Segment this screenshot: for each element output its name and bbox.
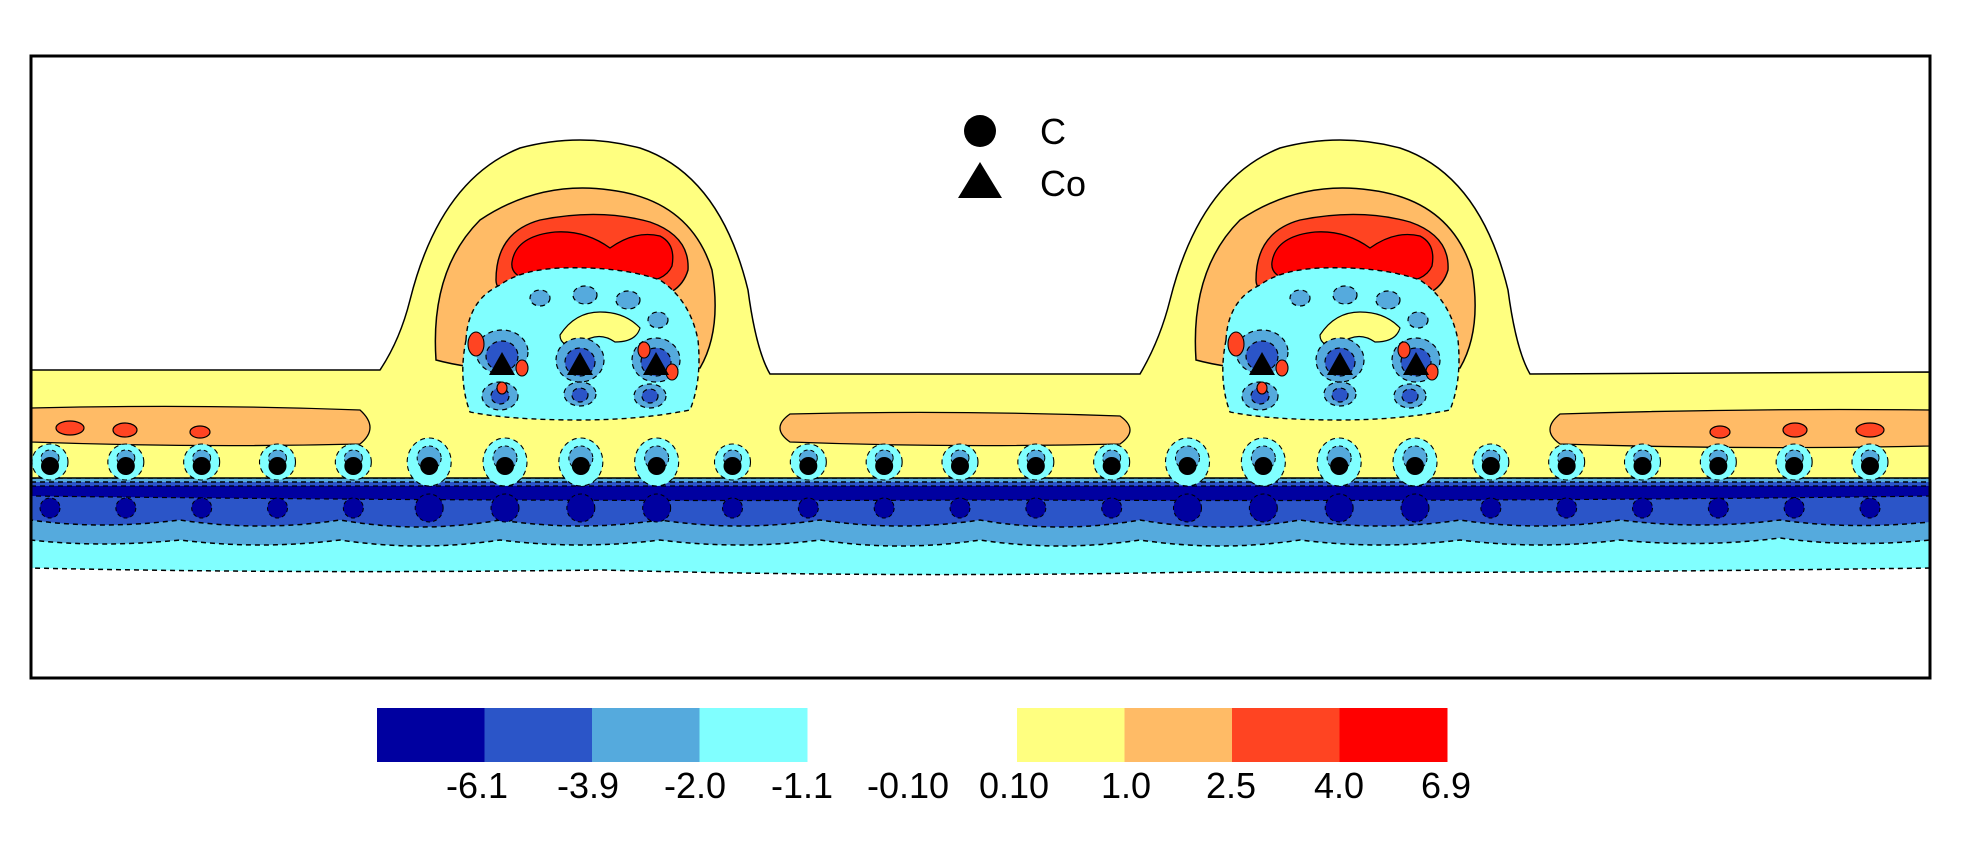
carbon-atom-16 xyxy=(1254,457,1273,475)
carbon-atom-21 xyxy=(1633,457,1652,475)
carbon-lower-lobe-11 xyxy=(873,497,895,519)
carbon-lower-lobe-2 xyxy=(191,497,213,519)
cobalt-atoms xyxy=(489,352,1429,375)
cluster-dome-left xyxy=(434,187,716,421)
carbon-atom-11 xyxy=(875,457,894,475)
colorbar-tick-label-9: 6.9 xyxy=(1421,765,1471,806)
legend-triangle-marker xyxy=(958,162,1002,198)
carbon-atom-22 xyxy=(1709,457,1728,475)
carbon-lower-lobe-12 xyxy=(949,497,971,519)
legend-label-co: Co xyxy=(1040,163,1086,204)
colorbar-tick-label-1: -3.9 xyxy=(557,765,619,806)
band-c6-strip-mid xyxy=(779,411,1131,447)
contour-map xyxy=(31,139,1930,576)
cobalt-atom-1-1 xyxy=(1327,352,1353,375)
carbon-lower-lobe-16 xyxy=(1248,493,1278,523)
cobalt-atom-0-2 xyxy=(643,352,669,375)
colorbar-tick-label-5: 0.10 xyxy=(979,765,1049,806)
carbon-atom-20 xyxy=(1557,457,1576,475)
carbon-atom-4 xyxy=(344,457,363,475)
legend-label-c: C xyxy=(1040,111,1066,152)
carbon-lower-lobe-3 xyxy=(267,497,288,519)
colorbar-bin-negative-0 xyxy=(377,708,485,762)
carbon-atom-10 xyxy=(799,457,818,475)
carbon-atom-5 xyxy=(420,457,439,475)
carbon-atom-19 xyxy=(1481,457,1500,475)
carbon-lower-lobe-1 xyxy=(115,497,137,519)
carbon-atoms xyxy=(41,457,1879,475)
colorbar-tick-label-4: -0.10 xyxy=(867,765,949,806)
carbon-atom-15 xyxy=(1178,457,1197,475)
cluster-dome-right xyxy=(1194,187,1476,421)
cobalt-atom-0-0 xyxy=(489,352,515,375)
cobalt-atom-1-2 xyxy=(1403,352,1429,375)
carbon-lower-lobe-14 xyxy=(1101,497,1123,519)
carbon-lower-lobe-4 xyxy=(342,497,364,519)
plot-frame xyxy=(29,54,1932,680)
carbon-atom-0 xyxy=(41,457,59,475)
carbon-lower-lobe-24 xyxy=(1859,497,1881,519)
carbon-lower-lobe-7 xyxy=(566,493,596,523)
carbon-atom-17 xyxy=(1330,457,1349,475)
carbon-atom-18 xyxy=(1406,457,1424,475)
colorbar-bin-positive-2 xyxy=(1232,708,1340,762)
lower-contour-bands xyxy=(31,477,1930,576)
carbon-lower-lobe-5 xyxy=(414,493,444,523)
carbon-atom-24 xyxy=(1861,457,1879,475)
carbon-atom-8 xyxy=(647,457,666,475)
carbon-lower-lobe-15 xyxy=(1173,493,1202,523)
carbon-lower-lobe-6 xyxy=(490,493,520,523)
colorbar-tick-label-8: 4.0 xyxy=(1314,765,1364,806)
colorbar-bin-positive-0 xyxy=(1017,708,1125,762)
carbon-lower-lobe-8 xyxy=(642,493,672,523)
dome-right-c7-spots xyxy=(1227,331,1439,395)
carbon-atom-9 xyxy=(723,457,742,475)
carbon-atom-7 xyxy=(571,457,590,475)
carbon-lower-lobe-0 xyxy=(39,497,61,519)
colorbar-tick-label-2: -2.0 xyxy=(664,765,726,806)
carbon-atom-23 xyxy=(1785,457,1804,475)
colorbar-tick-label-7: 2.5 xyxy=(1206,765,1256,806)
colorbar-tick-label-6: 1.0 xyxy=(1101,765,1151,806)
carbon-lower-lobe-18 xyxy=(1400,493,1430,523)
colorbar-bin-negative-1 xyxy=(484,708,593,762)
band-c7-spots xyxy=(55,420,1885,439)
cobalt-atom-1-0 xyxy=(1249,352,1275,375)
carbon-density-lobes xyxy=(31,437,1889,523)
carbon-atom-14 xyxy=(1102,457,1121,475)
atom-legend: C Co xyxy=(958,111,1086,204)
carbon-lower-lobe-23 xyxy=(1783,497,1805,519)
carbon-lower-lobe-20 xyxy=(1556,497,1578,519)
carbon-atom-6 xyxy=(496,457,514,475)
colorbar-bin-positive-1 xyxy=(1124,708,1233,762)
carbon-lower-lobe-10 xyxy=(797,497,819,519)
colorbar-bin-positive-3 xyxy=(1339,708,1448,762)
colorbar-bin-negative-3 xyxy=(699,708,808,762)
colorbar-tick-label-0: -6.1 xyxy=(446,765,508,806)
carbon-lower-lobe-21 xyxy=(1632,497,1653,519)
carbon-atom-13 xyxy=(1026,457,1045,475)
carbon-atom-3 xyxy=(268,457,287,475)
carbon-atom-1 xyxy=(116,457,135,475)
carbon-lower-lobe-19 xyxy=(1480,497,1502,519)
legend-circle-marker xyxy=(964,115,996,147)
carbon-atom-2 xyxy=(192,457,211,475)
carbon-lower-lobe-9 xyxy=(722,497,743,519)
colorbar-bin-negative-2 xyxy=(592,708,700,762)
colorbar-tick-label-3: -1.1 xyxy=(771,765,833,806)
carbon-atom-12 xyxy=(951,457,969,475)
colorbar: -6.1 -3.9 -2.0 -1.1 -0.10 0.10 1.0 2.5 4.0 6.9 xyxy=(377,708,1471,806)
dome-left-c7-spots xyxy=(467,331,679,395)
cobalt-atom-0-1 xyxy=(567,352,593,375)
carbon-lower-lobe-13 xyxy=(1025,497,1047,519)
carbon-lower-lobe-22 xyxy=(1707,497,1729,519)
carbon-lower-lobe-17 xyxy=(1324,493,1354,523)
